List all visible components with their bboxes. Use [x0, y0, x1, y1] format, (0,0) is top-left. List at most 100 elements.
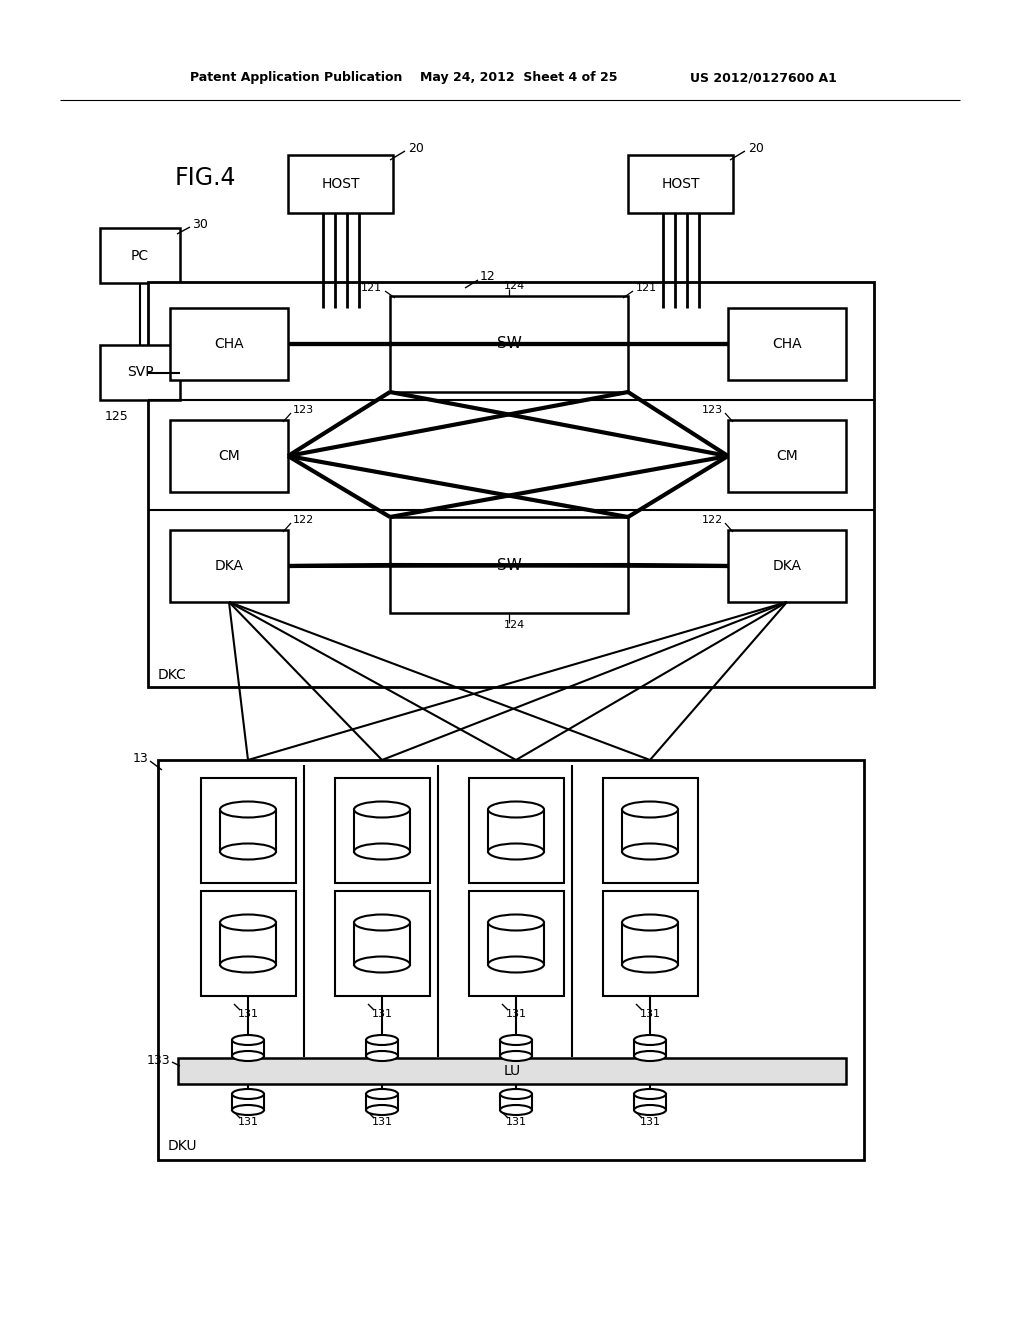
Text: CHA: CHA	[214, 337, 244, 351]
Ellipse shape	[232, 1051, 264, 1061]
Bar	[488, 923, 544, 965]
Ellipse shape	[366, 1105, 398, 1115]
Ellipse shape	[354, 957, 410, 973]
Text: SW: SW	[497, 557, 521, 573]
Text: DKU: DKU	[167, 1139, 197, 1152]
Bar	[622, 809, 678, 851]
Ellipse shape	[488, 843, 544, 859]
Text: CM: CM	[776, 449, 798, 463]
Bar	[100, 228, 180, 282]
Ellipse shape	[500, 1035, 532, 1045]
Bar	[634, 1094, 666, 1110]
Text: 13: 13	[132, 751, 148, 764]
Ellipse shape	[220, 843, 276, 859]
Text: 121: 121	[360, 282, 382, 293]
Text: HOST: HOST	[662, 177, 699, 191]
Text: PC: PC	[131, 248, 150, 263]
Text: 131: 131	[640, 1117, 660, 1127]
Text: 125: 125	[105, 409, 129, 422]
Ellipse shape	[220, 801, 276, 817]
Bar	[390, 296, 628, 392]
Ellipse shape	[354, 843, 410, 859]
Bar	[488, 809, 544, 851]
Text: 122: 122	[293, 515, 314, 525]
Ellipse shape	[366, 1035, 398, 1045]
Text: 123: 123	[293, 405, 314, 414]
Bar	[500, 1094, 532, 1110]
Text: 122: 122	[701, 515, 723, 525]
Bar	[232, 1094, 264, 1110]
Bar	[335, 777, 429, 883]
Ellipse shape	[634, 1105, 666, 1115]
Bar	[201, 891, 296, 997]
Ellipse shape	[622, 957, 678, 973]
Text: CHA: CHA	[772, 337, 802, 351]
Ellipse shape	[488, 915, 544, 931]
Bar	[288, 154, 393, 213]
Bar	[366, 1040, 398, 1056]
Text: 131: 131	[506, 1117, 526, 1127]
Bar	[148, 282, 874, 686]
Text: 123: 123	[701, 405, 723, 414]
Text: FIG.4: FIG.4	[175, 166, 237, 190]
Bar	[366, 1094, 398, 1110]
Text: 131: 131	[372, 1008, 392, 1019]
Bar	[220, 809, 276, 851]
Text: HOST: HOST	[322, 177, 359, 191]
Bar	[170, 420, 288, 492]
Bar	[634, 1040, 666, 1056]
Text: 131: 131	[372, 1117, 392, 1127]
Ellipse shape	[220, 957, 276, 973]
Ellipse shape	[622, 801, 678, 817]
Ellipse shape	[622, 915, 678, 931]
Text: SVP: SVP	[127, 366, 154, 380]
Text: 133: 133	[146, 1053, 170, 1067]
Bar	[622, 923, 678, 965]
Text: LU: LU	[504, 1064, 520, 1078]
Bar	[220, 923, 276, 965]
Bar	[628, 154, 733, 213]
Ellipse shape	[220, 915, 276, 931]
Ellipse shape	[634, 1051, 666, 1061]
Bar	[201, 777, 296, 883]
Ellipse shape	[232, 1105, 264, 1115]
Text: DKA: DKA	[214, 558, 244, 573]
Bar	[178, 1059, 846, 1084]
Bar	[170, 308, 288, 380]
Ellipse shape	[500, 1051, 532, 1061]
Text: 121: 121	[636, 282, 657, 293]
Bar	[469, 891, 563, 997]
Text: 131: 131	[506, 1008, 526, 1019]
Text: 131: 131	[640, 1008, 660, 1019]
Bar	[390, 517, 628, 612]
Bar	[469, 777, 563, 883]
Text: 20: 20	[408, 141, 424, 154]
Text: 20: 20	[748, 141, 764, 154]
Ellipse shape	[500, 1089, 532, 1100]
Bar	[354, 809, 410, 851]
Bar	[728, 531, 846, 602]
Text: Patent Application Publication: Patent Application Publication	[190, 71, 402, 84]
Text: 124: 124	[504, 281, 524, 290]
Bar	[170, 531, 288, 602]
Text: US 2012/0127600 A1: US 2012/0127600 A1	[690, 71, 837, 84]
Text: SW: SW	[497, 337, 521, 351]
Text: 30: 30	[193, 218, 208, 231]
Bar	[728, 308, 846, 380]
Bar	[500, 1040, 532, 1056]
Text: CM: CM	[218, 449, 240, 463]
Ellipse shape	[366, 1051, 398, 1061]
Text: 12: 12	[480, 271, 496, 284]
Ellipse shape	[232, 1089, 264, 1100]
Text: 131: 131	[238, 1008, 258, 1019]
Ellipse shape	[634, 1089, 666, 1100]
Ellipse shape	[500, 1105, 532, 1115]
Bar	[354, 923, 410, 965]
Ellipse shape	[354, 801, 410, 817]
Text: DKA: DKA	[772, 558, 802, 573]
Ellipse shape	[488, 957, 544, 973]
Bar	[100, 345, 180, 400]
Text: 124: 124	[504, 620, 524, 630]
Bar	[335, 891, 429, 997]
Ellipse shape	[488, 801, 544, 817]
